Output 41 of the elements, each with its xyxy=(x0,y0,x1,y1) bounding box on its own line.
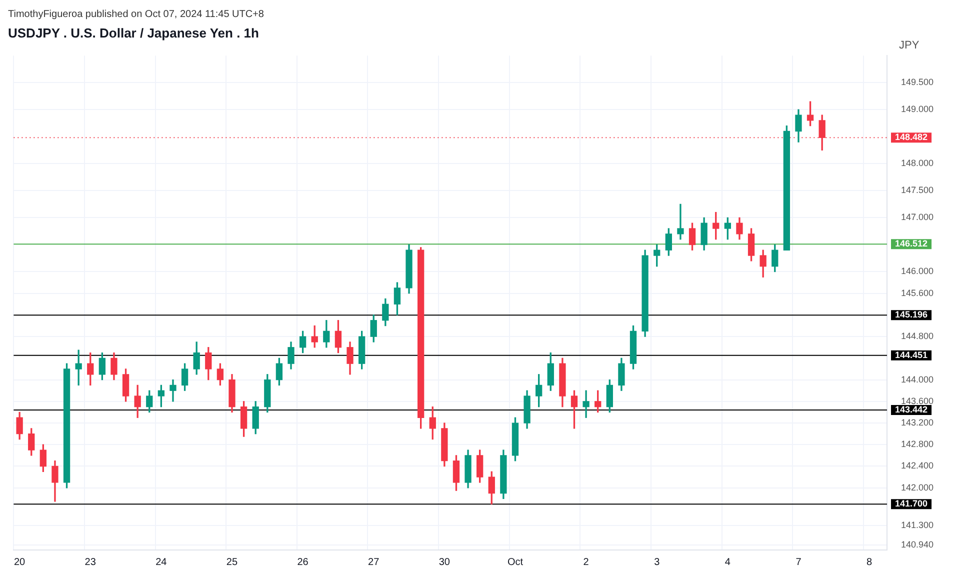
x-tick-label: 20 xyxy=(14,556,26,568)
y-tick-label: 142.800 xyxy=(901,439,934,450)
ref-line-label: 144.451 xyxy=(895,350,928,360)
y-tick-label: 144.800 xyxy=(901,331,934,342)
y-tick-label: 143.200 xyxy=(901,418,934,428)
y-tick-label: 146.000 xyxy=(901,266,934,276)
text: TimothyFigueroa published on Oct 07, 2024 11:45 UTC+8 xyxy=(8,8,265,22)
y-axis-title: JPY xyxy=(899,40,920,52)
y-tick-label: 142.000 xyxy=(901,482,934,492)
candlestick xyxy=(677,204,684,240)
ref-line-label: 148.482 xyxy=(895,132,928,142)
candlestick xyxy=(582,390,590,418)
x-tick-label: 25 xyxy=(226,556,238,568)
chart-title: USDJPY . U.S. Dollar / Japanese Yen . 1h xyxy=(8,25,260,40)
ref-line-label: 145.196 xyxy=(895,310,928,320)
x-tick-label: 2 xyxy=(583,556,590,568)
y-tick-label: 148.000 xyxy=(901,158,934,168)
x-tick-label: 26 xyxy=(297,556,309,568)
x-tick-label: Oct xyxy=(507,556,524,568)
x-tick-label: 24 xyxy=(156,556,168,568)
x-tick-label: 23 xyxy=(84,556,96,568)
candlestick xyxy=(75,350,82,386)
y-tick-label: 140.940 xyxy=(901,540,934,550)
ref-line-label: 146.512 xyxy=(895,238,928,249)
x-tick-label: 3 xyxy=(654,556,660,568)
y-tick-label: 145.600 xyxy=(901,288,934,298)
y-tick-label: 143.600 xyxy=(901,396,934,406)
y-tick-label: 147.000 xyxy=(901,212,934,222)
x-tick-label: 7 xyxy=(796,556,802,568)
y-tick-label: 149.500 xyxy=(901,77,934,88)
x-tick-label: 30 xyxy=(438,556,450,568)
y-tick-label: 144.000 xyxy=(901,374,934,384)
y-tick-label: 141.300 xyxy=(901,520,934,530)
y-tick-label: 149.000 xyxy=(901,104,934,114)
y-tick-label: 147.500 xyxy=(901,185,934,196)
ref-line-label: 143.442 xyxy=(895,404,928,414)
x-tick-label: 4 xyxy=(724,556,731,568)
x-tick-label: 27 xyxy=(368,556,380,568)
ref-line-label: 141.700 xyxy=(895,498,928,509)
x-tick-label: 8 xyxy=(866,556,873,568)
y-tick-label: 142.400 xyxy=(901,460,934,471)
